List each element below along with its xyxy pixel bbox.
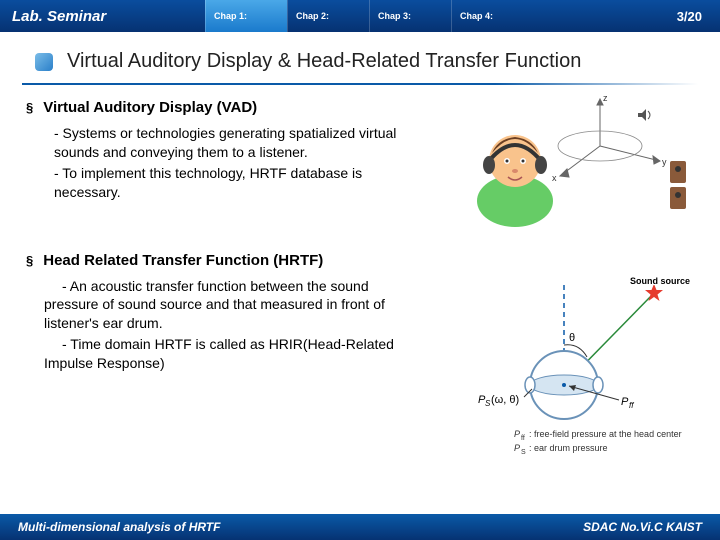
svg-text:P: P (514, 443, 520, 453)
seminar-title: Lab. Seminar (0, 8, 205, 25)
svg-text:x: x (552, 173, 557, 183)
section2-heading: § Head Related Transfer Function (HRTF) (26, 252, 694, 269)
bullet-icon: § (26, 253, 33, 268)
tab-chap4[interactable]: Chap 4: (451, 0, 533, 32)
svg-text:P: P (514, 429, 520, 439)
section2-text: - An acoustic transfer function between … (26, 277, 396, 373)
figure-hrtf: Sound source θ P S (ω, θ) (469, 285, 684, 465)
tab-chap3[interactable]: Chap 3: (369, 0, 451, 32)
slide-title: Virtual Auditory Display & Head-Related … (67, 50, 581, 73)
svg-text:S: S (521, 449, 526, 456)
title-marker-icon (35, 53, 53, 71)
section1-text: - Systems or technologies generating spa… (26, 124, 406, 202)
svg-text:: free-field pressure at the h: : free-field pressure at the head center (529, 429, 682, 439)
sound-source-label: Sound source (630, 277, 690, 287)
footer-bar: Multi-dimensional analysis of HRTF SDAC … (0, 514, 720, 540)
svg-text:ff: ff (521, 435, 525, 442)
footer-right: SDAC No.Vi.C KAIST (583, 520, 702, 534)
content-area: § Virtual Auditory Display (VAD) - Syste… (0, 85, 720, 373)
svg-text:ff: ff (629, 401, 634, 410)
header-bar: Lab. Seminar Chap 1: Chap 2: Chap 3: Cha… (0, 0, 720, 32)
figure-vad: z y x (450, 91, 690, 231)
svg-text:(ω, θ): (ω, θ) (491, 394, 519, 406)
slide-title-row: Virtual Auditory Display & Head-Related … (0, 32, 720, 79)
page-number: 3/20 (677, 9, 720, 24)
svg-text:z: z (603, 93, 608, 103)
svg-text:y: y (662, 157, 667, 167)
footer-left: Multi-dimensional analysis of HRTF (18, 520, 220, 534)
tab-chap2[interactable]: Chap 2: (287, 0, 369, 32)
bullet-icon: § (26, 100, 33, 115)
svg-text:P: P (621, 396, 629, 408)
svg-text:: ear drum pressure: : ear drum pressure (529, 443, 608, 453)
theta-label: θ (569, 332, 575, 344)
tab-chap1[interactable]: Chap 1: (205, 0, 287, 32)
